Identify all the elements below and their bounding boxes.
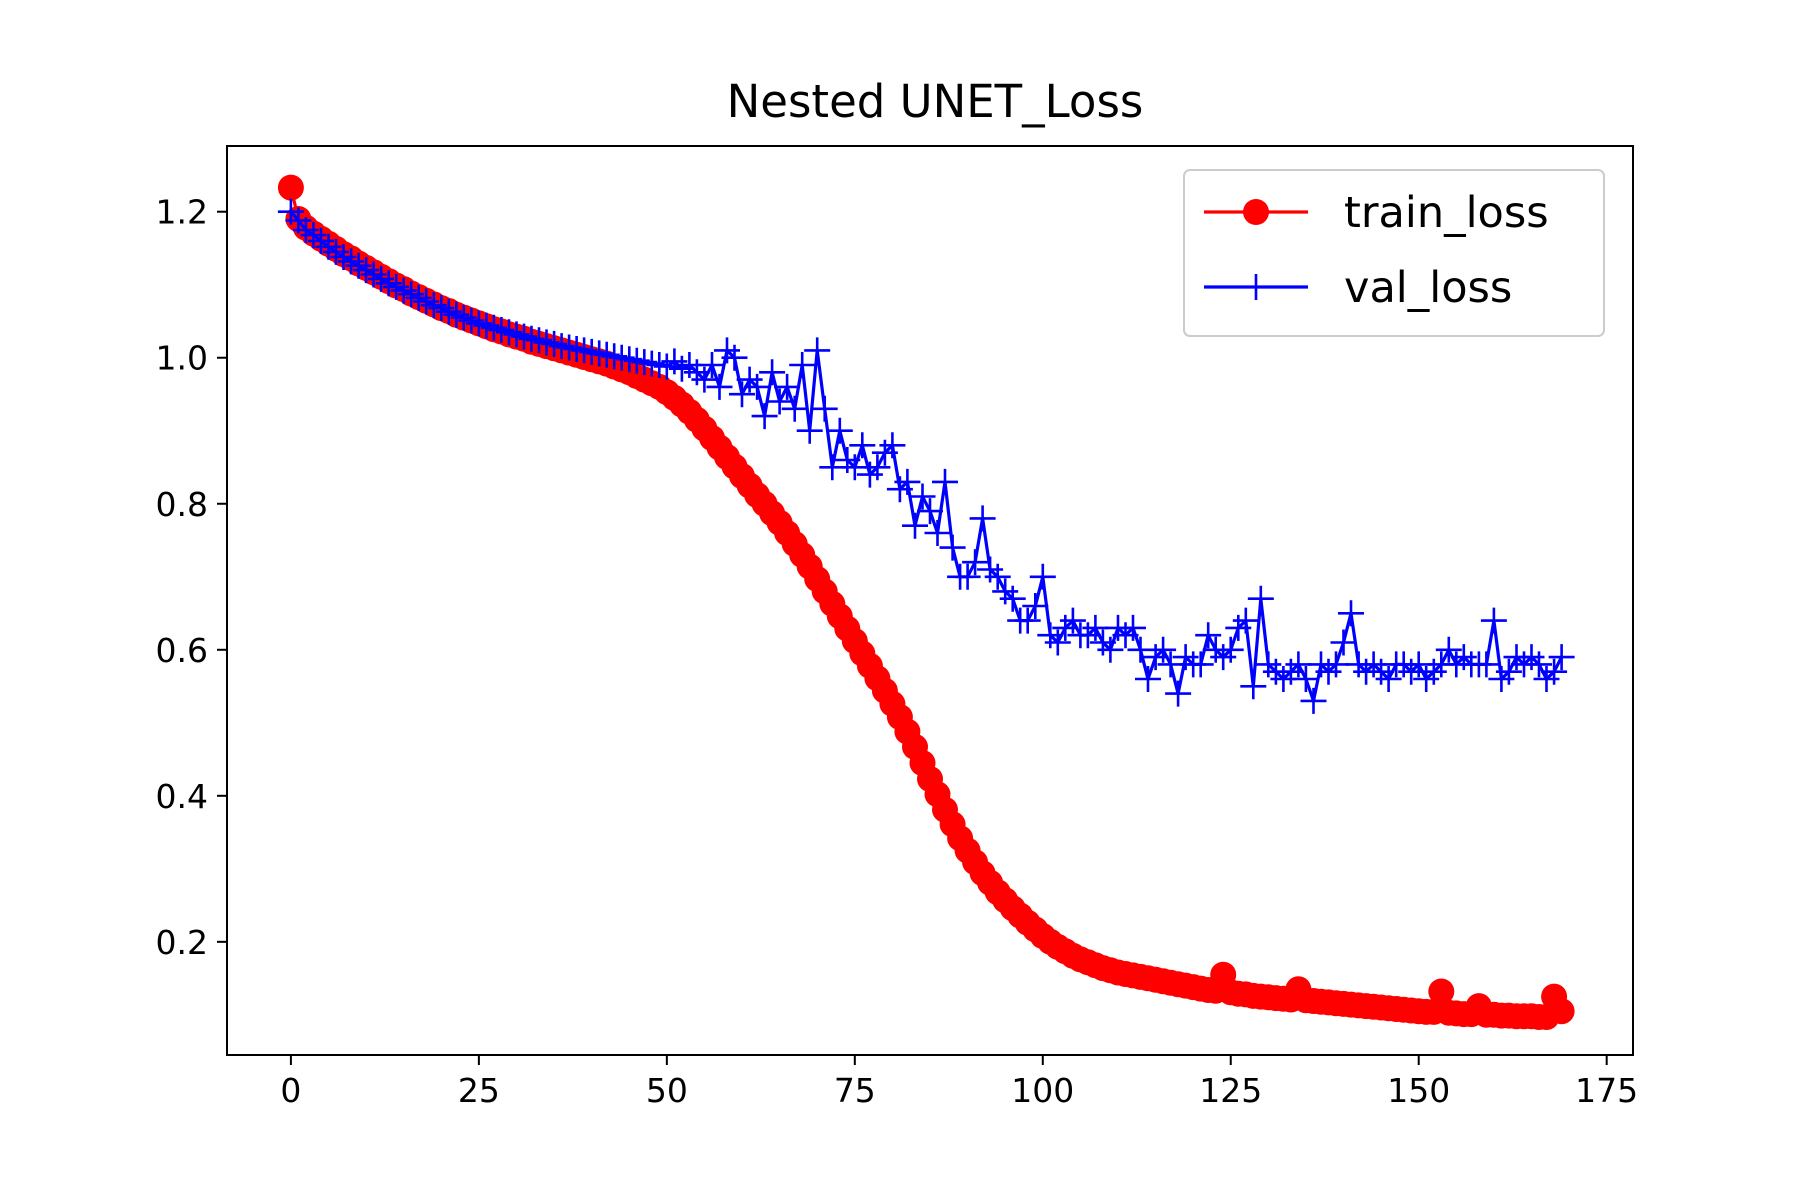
y-tick-label: 0.6 (156, 631, 208, 670)
x-tick-label: 75 (834, 1071, 876, 1110)
data-point-val_loss (1217, 636, 1244, 663)
x-tick-label: 150 (1387, 1071, 1450, 1110)
data-point-val_loss (1405, 651, 1432, 678)
data-point-val_loss (1165, 680, 1192, 707)
data-point-val_loss (796, 417, 823, 444)
data-point-val_loss (1473, 651, 1500, 678)
x-tick-label: 100 (1011, 1071, 1074, 1110)
data-point-train_loss (1548, 998, 1575, 1025)
data-point-val_loss (962, 549, 989, 576)
data-point-val_loss (811, 395, 838, 422)
data-point-val_loss (706, 373, 733, 400)
x-tick-label: 175 (1575, 1071, 1638, 1110)
y-tick-label: 1.0 (156, 339, 208, 378)
data-point-val_loss (864, 454, 891, 481)
x-tick-label: 0 (280, 1071, 301, 1110)
data-point-val_loss (699, 352, 725, 378)
data-point-val_loss (1495, 658, 1522, 685)
data-point-val_loss (894, 468, 921, 495)
y-tick-label: 0.2 (156, 923, 208, 962)
data-point-val_loss (1541, 658, 1568, 685)
data-point-val_loss (804, 337, 831, 364)
data-point-val_loss (969, 505, 996, 532)
legend-label-val_loss: val_loss (1344, 263, 1512, 313)
data-point-val_loss (1150, 636, 1177, 663)
data-point-val_loss (1285, 651, 1312, 678)
data-point-val_loss (1375, 666, 1402, 692)
data-point-val_loss (909, 483, 936, 510)
data-point-val_loss (819, 454, 846, 481)
data-point-train_loss (277, 174, 304, 201)
data-point-val_loss (924, 520, 951, 546)
data-point-val_loss (954, 563, 981, 590)
y-tick-label: 1.2 (156, 193, 208, 232)
data-point-val_loss (1480, 607, 1507, 634)
data-point-val_loss (759, 359, 786, 386)
data-point-val_loss (781, 395, 808, 422)
data-point-val_loss (774, 373, 801, 400)
x-tick-label: 25 (458, 1071, 500, 1110)
data-point-val_loss (1097, 636, 1124, 663)
data-point-val_loss (999, 585, 1026, 612)
y-tick-label: 0.4 (156, 777, 208, 816)
data-point-val_loss (1292, 666, 1319, 692)
data-point-val_loss (751, 403, 778, 430)
data-point-train_loss (1428, 978, 1455, 1005)
data-point-val_loss (902, 512, 928, 539)
data-point-val_loss (744, 373, 771, 400)
data-point-val_loss (1022, 593, 1049, 619)
data-point-val_loss (1323, 651, 1349, 678)
data-point-val_loss (1240, 673, 1267, 700)
chart-title: Nested UNET_Loss (727, 75, 1144, 128)
data-point-val_loss (1526, 651, 1552, 678)
data-point-val_loss (1300, 687, 1327, 714)
data-point-val_loss (1014, 607, 1041, 634)
data-point-val_loss (1548, 644, 1575, 671)
x-tick-label: 50 (646, 1071, 688, 1110)
data-point-val_loss (849, 432, 876, 459)
legend-marker-val_loss (1243, 274, 1269, 300)
data-point-val_loss (721, 344, 748, 371)
plot-area (277, 174, 1575, 1030)
legend-label-train_loss: train_loss (1344, 188, 1549, 238)
data-point-val_loss (1338, 600, 1364, 627)
data-point-val_loss (1157, 651, 1184, 678)
series-val_loss (277, 198, 1575, 714)
data-point-val_loss (879, 432, 906, 459)
data-point-val_loss (789, 352, 816, 378)
legend-marker-train_loss (1243, 199, 1269, 225)
data-point-val_loss (1082, 614, 1109, 641)
data-point-val_loss (939, 534, 966, 561)
data-point-val_loss (1120, 614, 1146, 641)
axes-frame (226, 145, 1634, 1056)
data-point-val_loss (1135, 666, 1161, 692)
x-tick-label: 125 (1199, 1071, 1262, 1110)
data-point-val_loss (984, 563, 1011, 590)
data-point-val_loss (1127, 636, 1154, 663)
data-point-val_loss (1187, 651, 1214, 678)
legend: train_loss val_loss (1183, 169, 1605, 337)
data-point-val_loss (766, 388, 793, 415)
data-point-val_loss (826, 417, 853, 444)
data-point-val_loss (1435, 636, 1462, 663)
data-point-val_loss (1195, 622, 1222, 649)
y-tick-label: 0.8 (156, 485, 208, 524)
data-point-val_loss (841, 454, 868, 481)
data-point-val_loss (1330, 629, 1357, 656)
data-point-val_loss (1029, 563, 1056, 590)
data-point-val_loss (917, 498, 943, 525)
data-point-val_loss (729, 381, 755, 408)
axes: 0 25 50 75 100 125 150 175 0.2 0.4 0.6 0.8 1.0 1.2 (156, 145, 1638, 1110)
data-point-val_loss (1232, 607, 1259, 634)
data-point-val_loss (1247, 585, 1274, 612)
data-point-val_loss (932, 468, 958, 495)
data-point-val_loss (1044, 629, 1071, 656)
data-point-val_loss (1059, 607, 1086, 634)
data-point-val_loss (691, 366, 718, 393)
